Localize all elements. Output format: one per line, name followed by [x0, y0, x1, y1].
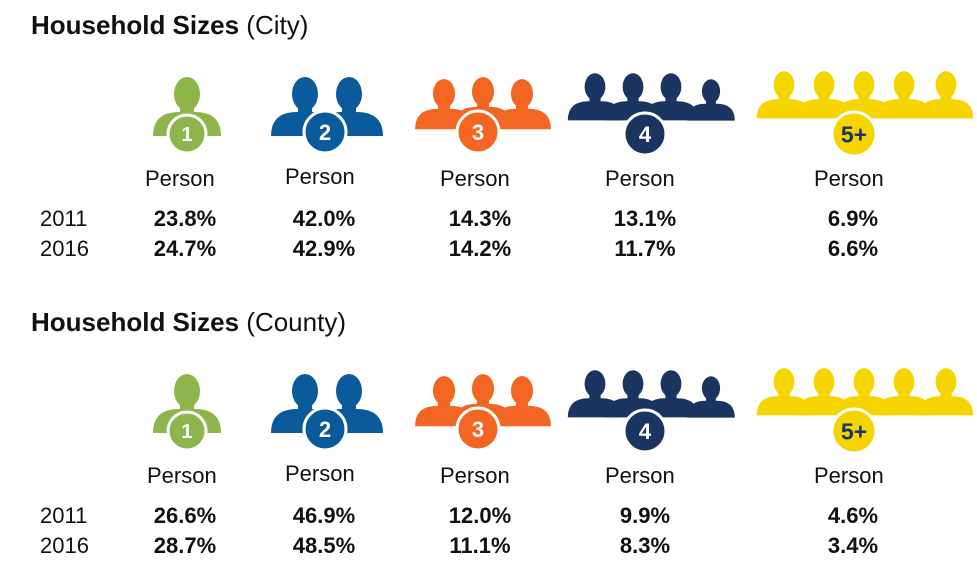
person-silhouette	[876, 368, 932, 416]
row-label-2016: 2016	[40, 533, 89, 558]
category-label: Person	[440, 463, 510, 488]
person-silhouette	[493, 79, 551, 130]
value-cell: 11.7%	[614, 236, 676, 261]
value-cell: 3.4%	[827, 533, 879, 558]
category-label: Person	[285, 461, 355, 486]
row-label-2016: 2016	[40, 236, 89, 261]
person-silhouette	[918, 368, 974, 416]
svg-text:5+: 5+	[841, 418, 867, 444]
badge-number: 2	[302, 406, 348, 452]
svg-text:4: 4	[639, 419, 652, 444]
value-cell: 24.7%	[153, 236, 217, 261]
value-cell: 11.1%	[449, 533, 511, 558]
section-title: Household Sizes (County)	[31, 307, 346, 338]
person-silhouette	[687, 376, 735, 418]
badge-number: 1	[166, 410, 208, 452]
svg-text:2: 2	[319, 417, 331, 442]
value-cell: 9.9%	[619, 503, 671, 528]
value-cell: 13.1%	[613, 206, 677, 231]
category-label: Person	[605, 463, 675, 488]
badge-number: 1	[166, 113, 208, 155]
badge-number: 4	[622, 111, 668, 157]
one-person-icon: 1	[153, 374, 221, 459]
badge-number: 2	[302, 109, 348, 155]
title-main: Household Sizes	[31, 307, 240, 337]
title-main: Household Sizes	[31, 10, 240, 40]
two-people-icon: 2	[271, 374, 383, 459]
category-label: Person	[814, 463, 884, 488]
value-cell: 42.9%	[292, 236, 356, 261]
title-region: (City)	[246, 10, 309, 40]
county-household-sizes: Household Sizes (County) 1 2 3 4 5+ Pers…	[0, 297, 977, 581]
svg-text:4: 4	[639, 122, 652, 147]
value-cell: 6.9%	[827, 206, 879, 231]
category-label: Person	[285, 164, 355, 189]
value-cell: 14.3%	[448, 206, 512, 231]
five-plus-people-icon: 5+	[756, 71, 977, 172]
value-cell: 28.7%	[153, 533, 217, 558]
category-label: Person	[814, 166, 884, 191]
four-people-icon: 4	[567, 370, 738, 463]
value-cell: 4.6%	[827, 503, 879, 528]
person-silhouette	[687, 79, 735, 121]
svg-text:3: 3	[472, 120, 484, 145]
badge-number: 5+	[830, 110, 878, 158]
value-cell: 23.8%	[153, 206, 217, 231]
value-cell: 14.2%	[448, 236, 512, 261]
three-people-icon: 3	[415, 77, 551, 162]
value-cell: 26.6%	[153, 503, 217, 528]
row-label-2011: 2011	[40, 206, 88, 231]
category-label: Person	[440, 166, 510, 191]
value-cell: 46.9%	[292, 503, 356, 528]
section-title: Household Sizes (City)	[31, 10, 308, 41]
badge-number: 3	[455, 109, 501, 155]
value-cell: 48.5%	[292, 533, 356, 558]
five-plus-people-icon: 5+	[756, 368, 977, 469]
two-people-icon: 2	[271, 77, 383, 162]
svg-text:3: 3	[472, 417, 484, 442]
category-label: Person	[147, 463, 217, 488]
badge-number: 4	[622, 408, 668, 454]
svg-text:1: 1	[181, 124, 192, 146]
four-people-icon: 4	[567, 73, 738, 166]
category-label: Person	[145, 166, 215, 191]
badge-number: 5+	[830, 407, 878, 455]
three-people-icon: 3	[415, 374, 551, 459]
category-label: Person	[605, 166, 675, 191]
badge-number: 3	[455, 406, 501, 452]
one-person-icon: 1	[153, 77, 221, 162]
value-cell: 6.6%	[827, 236, 879, 261]
city-household-sizes: Household Sizes (City) 1 2 3 4 5+ Person…	[0, 0, 977, 284]
row-label-2011: 2011	[40, 503, 88, 528]
person-silhouette	[756, 368, 812, 416]
value-cell: 8.3%	[619, 533, 671, 558]
value-cell: 12.0%	[448, 503, 512, 528]
value-cell: 42.0%	[292, 206, 356, 231]
svg-text:1: 1	[181, 421, 192, 443]
person-silhouette	[918, 71, 974, 119]
title-region: (County)	[246, 307, 346, 337]
svg-text:2: 2	[319, 120, 331, 145]
person-silhouette	[493, 376, 551, 427]
person-silhouette	[876, 71, 932, 119]
svg-text:5+: 5+	[841, 121, 867, 147]
